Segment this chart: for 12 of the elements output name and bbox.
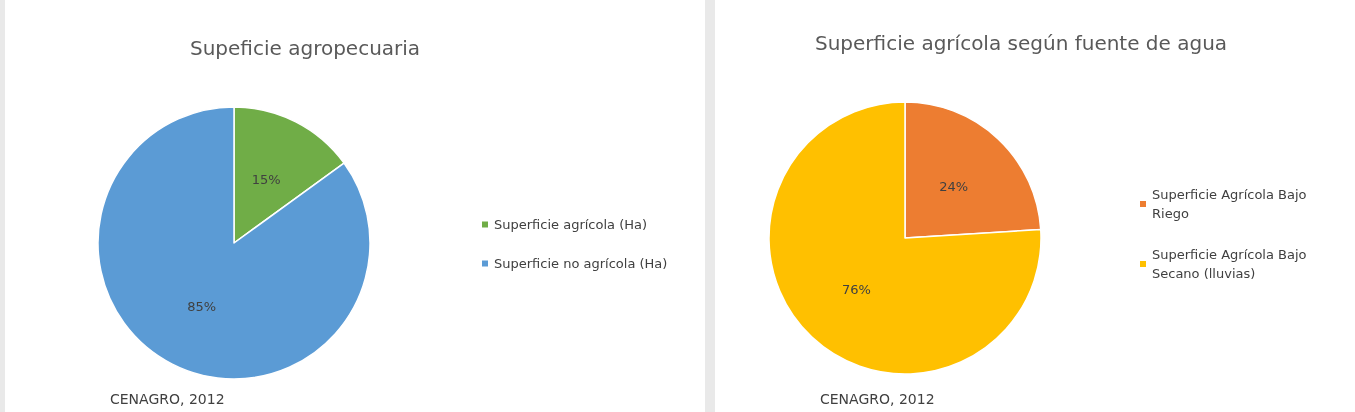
chart-title: Superficie agrícola según fuente de agua xyxy=(815,31,1228,55)
legend-label: Superficie agrícola (Ha) xyxy=(494,217,648,232)
text: CENAGRO, 2012 xyxy=(110,391,225,407)
data-label: 24% xyxy=(939,178,969,194)
data-label: 15% xyxy=(251,172,281,188)
text: CENAGRO, 2012 xyxy=(820,391,935,407)
data-label: 76% xyxy=(841,282,871,298)
legend-label: Superficie Agrícola Bajo Riego xyxy=(1152,187,1311,221)
legend-label: Superficie no agrícola (Ha) xyxy=(494,256,668,271)
legend-label: Superficie Agrícola Bajo Secano (lluvias) xyxy=(1152,247,1311,281)
data-label: 85% xyxy=(187,298,217,314)
chart-title: Supeficie agropecuaria xyxy=(190,36,421,60)
